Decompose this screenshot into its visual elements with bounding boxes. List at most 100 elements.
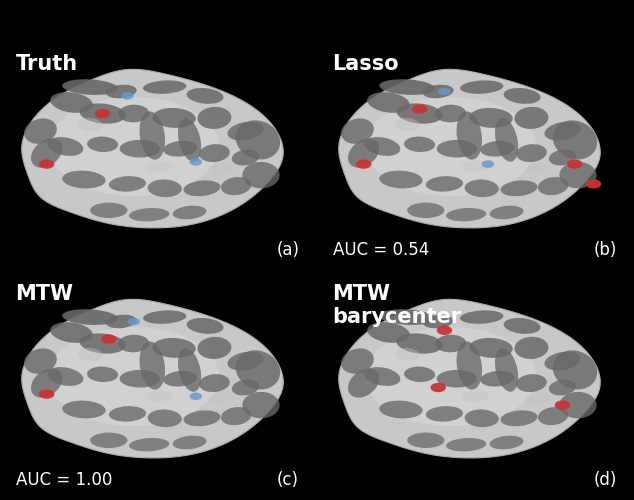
Ellipse shape — [482, 160, 494, 168]
Ellipse shape — [555, 400, 570, 410]
Ellipse shape — [514, 337, 548, 359]
Ellipse shape — [559, 392, 597, 418]
Ellipse shape — [190, 392, 202, 400]
Ellipse shape — [48, 137, 83, 156]
Ellipse shape — [183, 180, 221, 196]
Ellipse shape — [341, 118, 374, 144]
Ellipse shape — [236, 120, 280, 160]
Ellipse shape — [118, 104, 149, 122]
Ellipse shape — [404, 366, 435, 382]
Ellipse shape — [462, 391, 489, 402]
Ellipse shape — [481, 371, 514, 386]
Ellipse shape — [545, 122, 581, 141]
Ellipse shape — [152, 338, 196, 358]
Ellipse shape — [446, 438, 486, 452]
Ellipse shape — [489, 206, 524, 220]
Ellipse shape — [95, 109, 110, 118]
Ellipse shape — [101, 334, 117, 344]
Text: (a): (a) — [276, 240, 299, 258]
Text: AUC = 0.54: AUC = 0.54 — [333, 240, 429, 258]
Ellipse shape — [143, 310, 186, 324]
Ellipse shape — [78, 348, 103, 361]
Ellipse shape — [178, 348, 201, 392]
Ellipse shape — [489, 436, 524, 450]
Text: Lasso: Lasso — [333, 54, 399, 74]
Ellipse shape — [437, 370, 477, 388]
Ellipse shape — [186, 318, 224, 334]
Ellipse shape — [456, 112, 482, 160]
Ellipse shape — [79, 104, 126, 124]
Ellipse shape — [395, 118, 420, 131]
Ellipse shape — [183, 410, 221, 426]
Ellipse shape — [538, 407, 568, 425]
Text: AUC = 1.00: AUC = 1.00 — [16, 470, 112, 488]
Ellipse shape — [396, 104, 443, 124]
Ellipse shape — [199, 144, 230, 162]
Ellipse shape — [152, 108, 196, 128]
Ellipse shape — [379, 309, 435, 325]
Text: Truth: Truth — [16, 54, 78, 74]
Ellipse shape — [228, 352, 264, 370]
Ellipse shape — [341, 348, 374, 374]
Ellipse shape — [423, 84, 453, 98]
Ellipse shape — [365, 327, 536, 426]
Ellipse shape — [437, 140, 477, 158]
Ellipse shape — [50, 322, 93, 343]
Ellipse shape — [145, 391, 172, 402]
Ellipse shape — [232, 150, 259, 166]
Ellipse shape — [39, 390, 55, 399]
Ellipse shape — [567, 160, 583, 169]
Ellipse shape — [199, 374, 230, 392]
Ellipse shape — [407, 432, 444, 448]
Ellipse shape — [127, 318, 140, 325]
Ellipse shape — [367, 92, 410, 113]
Ellipse shape — [120, 370, 160, 388]
Ellipse shape — [526, 163, 550, 174]
Ellipse shape — [423, 314, 453, 328]
Ellipse shape — [437, 326, 452, 335]
Ellipse shape — [24, 118, 57, 144]
Ellipse shape — [481, 141, 514, 156]
Ellipse shape — [62, 309, 118, 325]
Text: (c): (c) — [276, 470, 299, 488]
Ellipse shape — [514, 107, 548, 129]
Ellipse shape — [109, 176, 146, 192]
Ellipse shape — [242, 392, 280, 418]
Ellipse shape — [186, 88, 224, 104]
Ellipse shape — [24, 348, 57, 374]
Ellipse shape — [148, 410, 182, 427]
Ellipse shape — [139, 112, 165, 160]
Ellipse shape — [356, 160, 372, 169]
Text: (b): (b) — [593, 240, 617, 258]
Ellipse shape — [164, 371, 197, 386]
Ellipse shape — [553, 120, 597, 160]
Ellipse shape — [495, 348, 518, 392]
Ellipse shape — [90, 202, 127, 218]
Ellipse shape — [516, 374, 547, 392]
Polygon shape — [22, 70, 283, 228]
Ellipse shape — [549, 150, 576, 166]
Ellipse shape — [446, 208, 486, 222]
Ellipse shape — [197, 337, 231, 359]
Ellipse shape — [232, 380, 259, 396]
Ellipse shape — [430, 383, 446, 392]
Ellipse shape — [139, 342, 165, 390]
Ellipse shape — [62, 400, 106, 418]
Ellipse shape — [31, 138, 62, 168]
Ellipse shape — [462, 161, 489, 172]
Ellipse shape — [396, 334, 443, 353]
Ellipse shape — [209, 163, 233, 174]
Polygon shape — [339, 300, 600, 458]
Ellipse shape — [120, 140, 160, 158]
Ellipse shape — [87, 136, 118, 152]
Ellipse shape — [426, 176, 463, 192]
Ellipse shape — [526, 393, 550, 404]
Ellipse shape — [172, 436, 207, 450]
Ellipse shape — [379, 400, 423, 418]
Ellipse shape — [197, 107, 231, 129]
Ellipse shape — [145, 161, 172, 172]
Ellipse shape — [559, 162, 597, 188]
Ellipse shape — [367, 322, 410, 343]
Ellipse shape — [438, 88, 451, 95]
Ellipse shape — [228, 122, 264, 141]
